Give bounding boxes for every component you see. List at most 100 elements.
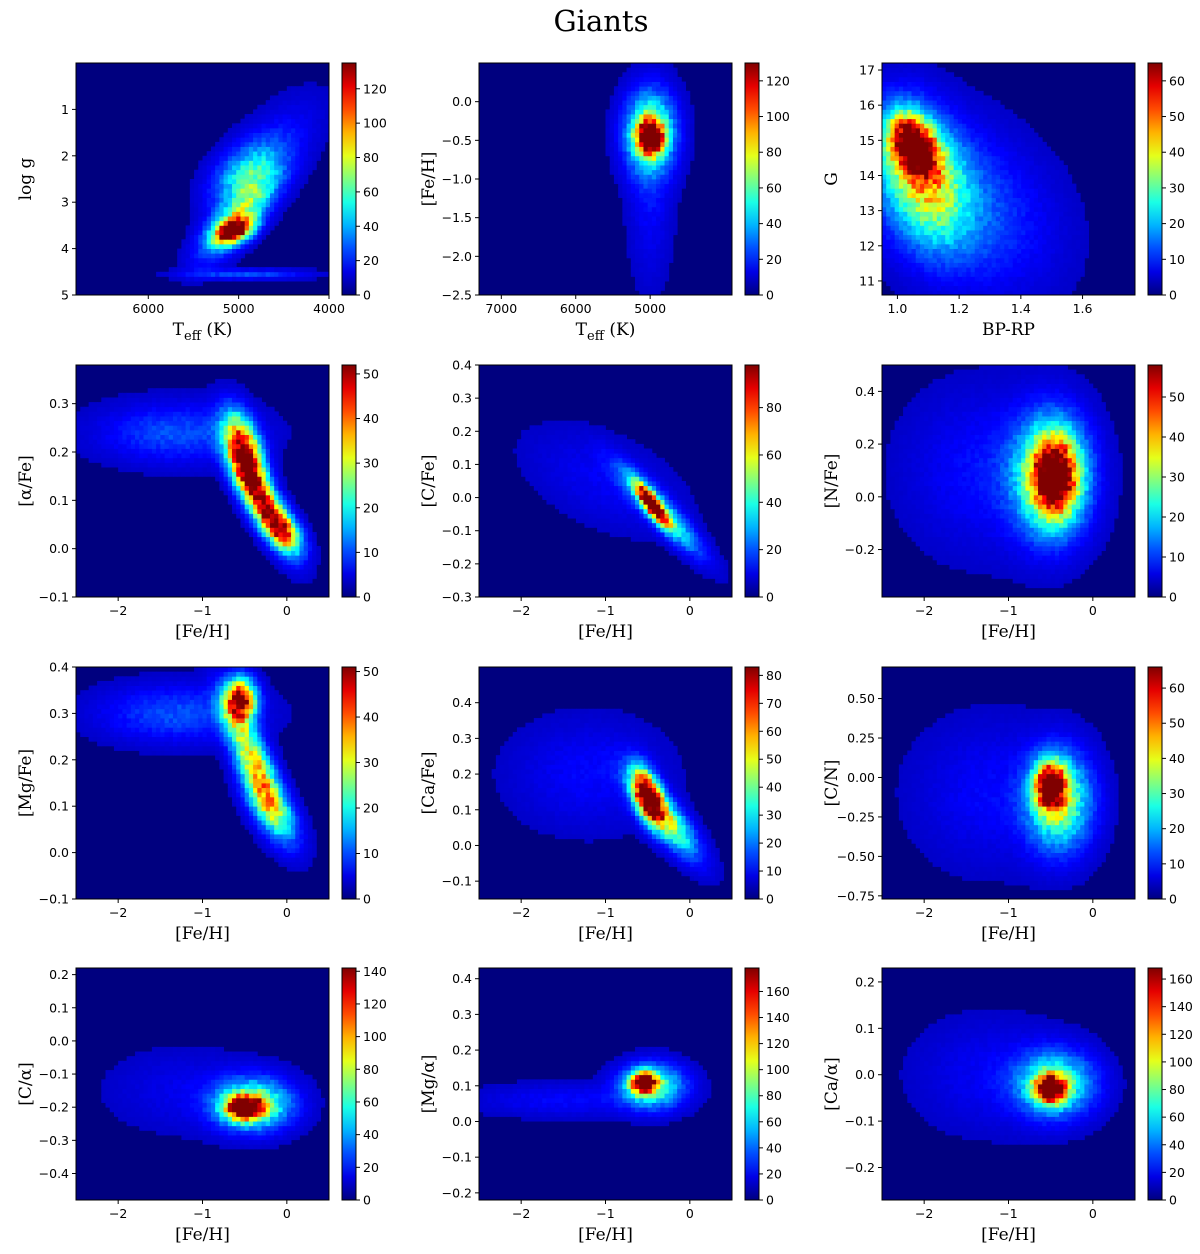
density-cell: [890, 123, 896, 129]
density-cell: [995, 165, 1001, 171]
density-cell: [1054, 216, 1060, 222]
density-cell: [898, 174, 904, 180]
density-cell: [236, 499, 241, 505]
density-cell: [668, 76, 674, 82]
density-cell: [894, 155, 900, 161]
density-cell: [991, 100, 997, 106]
density-cell: [974, 146, 980, 152]
density-cell: [903, 160, 908, 166]
density-cell: [689, 137, 695, 143]
density-cell: [987, 230, 993, 236]
density-cell: [919, 290, 925, 296]
density-cell: [147, 439, 153, 445]
density-cell: [618, 81, 623, 87]
density-cell: [269, 100, 275, 106]
density-cell: [962, 160, 967, 166]
density-cell: [1004, 169, 1009, 175]
density-cell: [282, 123, 288, 129]
density-cell: [92, 420, 98, 426]
density-cell: [1000, 281, 1005, 287]
density-cell: [257, 490, 262, 496]
density-cell: [1008, 192, 1014, 198]
density-cell: [919, 127, 925, 133]
density-cell: [966, 276, 971, 282]
density-cell: [295, 578, 300, 584]
density-cell: [962, 206, 967, 212]
density-cell: [147, 420, 153, 426]
density-cell: [894, 86, 900, 92]
density-cell: [274, 211, 279, 217]
density-cell: [890, 285, 896, 291]
density-cell: [109, 406, 115, 412]
density-cell: [664, 183, 670, 189]
density-cell: [647, 179, 653, 185]
density-cell: [974, 216, 980, 222]
density-cell: [685, 160, 691, 166]
density-cell: [223, 151, 229, 157]
density-cell: [198, 253, 203, 259]
density-cell: [953, 76, 959, 82]
density-cell: [139, 467, 144, 473]
density-cell: [1050, 230, 1056, 236]
density-cell: [894, 248, 900, 254]
density-cell: [919, 239, 925, 245]
density-cell: [282, 276, 288, 282]
density-cell: [189, 183, 195, 189]
density-cell: [215, 383, 220, 389]
density-cell: [890, 137, 896, 143]
density-cell: [668, 220, 674, 226]
density-cell: [660, 90, 665, 96]
density-cell: [261, 448, 267, 454]
density-cell: [894, 253, 900, 259]
density-cell: [656, 211, 661, 217]
colorbar-tick-label: 30: [1169, 180, 1185, 195]
density-cell: [613, 109, 619, 115]
density-cell: [622, 104, 627, 110]
density-cell: [198, 188, 203, 194]
density-cell: [626, 151, 632, 157]
density-cell: [919, 202, 925, 208]
density-cell: [122, 439, 127, 445]
density-cell: [257, 146, 262, 152]
density-cell: [643, 95, 649, 101]
density-cell: [949, 271, 955, 277]
density-cell: [232, 434, 237, 440]
density-cell: [672, 155, 678, 161]
density-cell: [1012, 225, 1018, 231]
density-cell: [172, 276, 178, 282]
density-cell: [894, 216, 900, 222]
density-cell: [974, 169, 980, 175]
density-cell: [172, 471, 178, 477]
density-cell: [1046, 243, 1052, 249]
density-cell: [953, 109, 959, 115]
density-cell: [949, 216, 955, 222]
density-cell: [924, 132, 929, 138]
density-cell: [198, 211, 203, 217]
density-cell: [890, 248, 896, 254]
density-cell: [1029, 183, 1035, 189]
density-cell: [949, 290, 955, 296]
density-cell: [265, 137, 271, 143]
density-cell: [978, 225, 984, 231]
density-cell: [274, 448, 279, 454]
density-cell: [185, 439, 191, 445]
density-cell: [227, 276, 233, 282]
density-cell: [957, 151, 963, 157]
density-cell: [635, 281, 640, 287]
density-cell: [232, 248, 237, 254]
density-cell: [928, 257, 933, 263]
density-cell: [1054, 248, 1060, 254]
density-cell: [257, 513, 262, 519]
density-cell: [953, 169, 959, 175]
density-cell: [248, 248, 254, 254]
density-cell: [1038, 220, 1043, 226]
density-cell: [232, 383, 237, 389]
density-cell: [919, 216, 925, 222]
density-cell: [1025, 123, 1030, 129]
density-cell: [966, 146, 971, 152]
density-cell: [278, 559, 284, 565]
density-cell: [656, 104, 661, 110]
density-cell: [303, 527, 309, 533]
density-cell: [915, 146, 921, 152]
density-cell: [949, 118, 955, 124]
